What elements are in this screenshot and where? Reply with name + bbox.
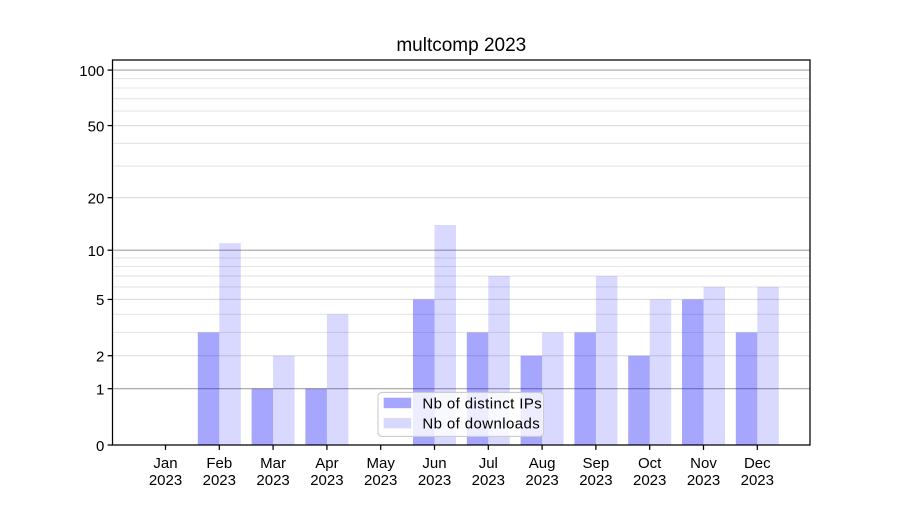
svg-text:Jan: Jan (153, 455, 177, 472)
svg-text:2023: 2023 (741, 472, 774, 489)
svg-text:2023: 2023 (310, 472, 343, 489)
svg-text:Aug: Aug (529, 455, 556, 472)
svg-text:Nb of distinct IPs: Nb of distinct IPs (422, 395, 542, 412)
svg-text:2023: 2023 (418, 472, 451, 489)
svg-text:Nov: Nov (690, 455, 717, 472)
svg-text:2023: 2023 (525, 472, 558, 489)
svg-text:2023: 2023 (472, 472, 505, 489)
svg-text:Dec: Dec (744, 455, 771, 472)
svg-text:Feb: Feb (206, 455, 232, 472)
svg-text:Apr: Apr (315, 455, 338, 472)
svg-text:5: 5 (96, 292, 104, 309)
svg-text:2023: 2023 (633, 472, 666, 489)
svg-text:50: 50 (88, 118, 105, 135)
svg-text:Jun: Jun (422, 455, 446, 472)
svg-text:multcomp 2023: multcomp 2023 (396, 35, 526, 56)
svg-text:May: May (367, 455, 396, 472)
svg-text:Sep: Sep (583, 455, 610, 472)
svg-text:2023: 2023 (687, 472, 720, 489)
svg-text:2023: 2023 (203, 472, 236, 489)
svg-text:2: 2 (96, 349, 104, 366)
svg-text:100: 100 (79, 63, 104, 80)
svg-text:2023: 2023 (256, 472, 289, 489)
svg-text:10: 10 (88, 243, 105, 260)
svg-text:0: 0 (96, 438, 104, 455)
svg-text:2023: 2023 (364, 472, 397, 489)
svg-text:20: 20 (88, 190, 105, 207)
svg-text:Mar: Mar (260, 455, 286, 472)
svg-text:Nb of downloads: Nb of downloads (422, 416, 540, 433)
svg-text:Oct: Oct (638, 455, 662, 472)
svg-text:2023: 2023 (149, 472, 182, 489)
svg-text:1: 1 (96, 381, 104, 398)
svg-text:Jul: Jul (479, 455, 498, 472)
svg-text:2023: 2023 (579, 472, 612, 489)
